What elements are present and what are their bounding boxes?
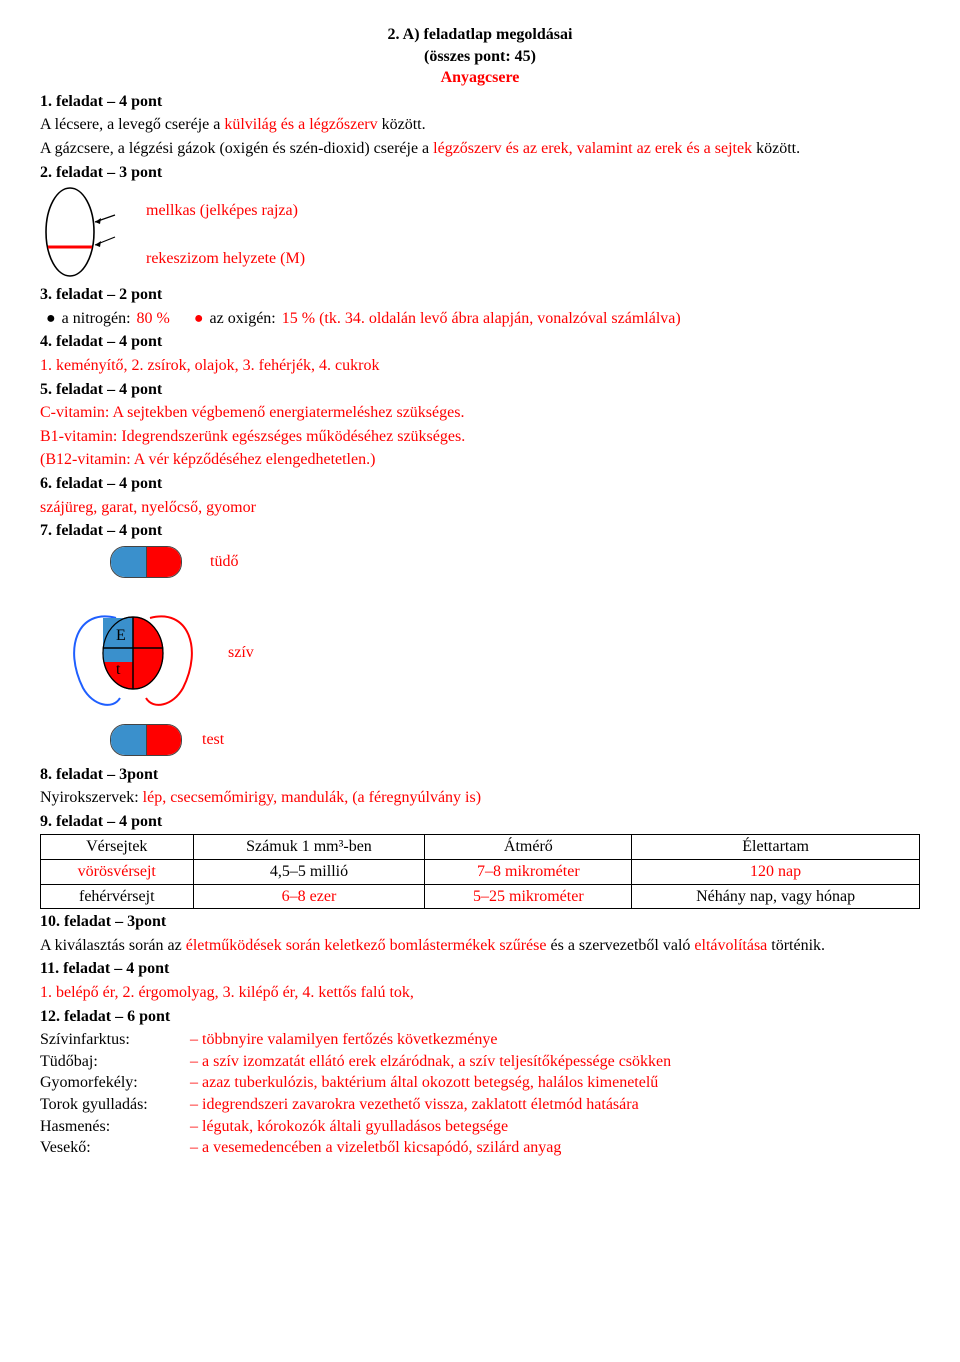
- task9-head: 9. feladat – 4 pont: [40, 813, 162, 830]
- t1-l1c: között.: [378, 116, 426, 133]
- t1-l2b: légzőszerv és az erek, valamint az erek …: [433, 140, 752, 157]
- tudo-label: tüdő: [210, 551, 238, 573]
- cell: Néhány nap, vagy hónap: [632, 884, 920, 909]
- cell: 120 nap: [632, 860, 920, 885]
- mellkas-label: mellkas (jelképes rajza): [146, 200, 305, 222]
- t12-def: – a vesemedencében a vizeletből kicsapód…: [190, 1137, 561, 1159]
- t3-nitro-a: a nitrogén:: [62, 308, 131, 330]
- t3-oxi-a: az oxigén:: [210, 308, 276, 330]
- t12-def: – idegrendszeri zavarokra vezethető viss…: [190, 1094, 639, 1116]
- t12-term: Hasmenés:: [40, 1116, 170, 1138]
- t12-def: – légutak, kórokozók általi gyulladásos …: [190, 1116, 508, 1138]
- t12-term: Vesekő:: [40, 1137, 170, 1159]
- t3-nitro-b: 80 %: [137, 308, 170, 330]
- task6-head: 6. feladat – 4 pont: [40, 475, 162, 492]
- mellkas-diagram: [40, 187, 130, 282]
- t8-b: lép, csecsemőmirigy, mandulák, (a féregn…: [143, 789, 481, 806]
- cell: 4,5–5 millió: [193, 860, 425, 885]
- t1-l2a: A gázcsere, a légzési gázok (oxigén és s…: [40, 140, 433, 157]
- t1-l1a: A lécsere, a levegő cseréje a: [40, 116, 224, 133]
- bullet-icon: ●: [46, 308, 56, 330]
- page-title: 2. A) feladatlap megoldásai: [40, 24, 920, 46]
- svg-text:t: t: [116, 661, 121, 678]
- svg-text:E: E: [116, 627, 126, 644]
- t8-a: Nyirokszervek:: [40, 789, 143, 806]
- task7-head: 7. feladat – 4 pont: [40, 522, 162, 539]
- cell: fehérvérsejt: [41, 884, 194, 909]
- t6-line: szájüreg, garat, nyelőcső, gyomor: [40, 497, 920, 519]
- t12-term: Szívinfarktus:: [40, 1029, 170, 1051]
- t12-term: Tüdőbaj:: [40, 1051, 170, 1073]
- t12-term: Torok gyulladás:: [40, 1094, 170, 1116]
- t1-l2c: között.: [752, 140, 800, 157]
- t5-c: C-vitamin: A sejtekben végbemenő energia…: [40, 402, 920, 424]
- sziv-diagram: E t: [58, 588, 208, 718]
- t10-d: eltávolítása: [694, 937, 767, 954]
- test-label: test: [202, 729, 224, 751]
- t5-b12: (B12-vitamin: A vér képződéséhez elenged…: [40, 449, 920, 471]
- test-diagram: [110, 724, 182, 756]
- bullet-icon: ●: [194, 308, 204, 330]
- task8-head: 8. feladat – 3pont: [40, 766, 158, 783]
- task4-head: 4. feladat – 4 pont: [40, 333, 162, 350]
- task10-head: 10. feladat – 3pont: [40, 913, 166, 930]
- t1-l1b: külvilág és a légzőszerv: [224, 116, 377, 133]
- table-row: vörösvérsejt 4,5–5 millió 7–8 mikrométer…: [41, 860, 920, 885]
- table-header: Élettartam: [632, 835, 920, 860]
- task5-head: 5. feladat – 4 pont: [40, 381, 162, 398]
- task11-head: 11. feladat – 4 pont: [40, 960, 169, 977]
- t10-a: A kiválasztás során az: [40, 937, 186, 954]
- t12-def: – azaz tuberkulózis, baktérium által oko…: [190, 1072, 658, 1094]
- cell: 7–8 mikrométer: [425, 860, 632, 885]
- page-subtitle: (összes pont: 45): [40, 46, 920, 68]
- cell: vörösvérsejt: [41, 860, 194, 885]
- table-row: fehérvérsejt 6–8 ezer 5–25 mikrométer Né…: [41, 884, 920, 909]
- cell: 6–8 ezer: [193, 884, 425, 909]
- t3-oxi-b: 15 % (tk. 34. oldalán levő ábra alapján,…: [282, 308, 681, 330]
- topic: Anyagcsere: [40, 67, 920, 89]
- t10-c: és a szervezetből való: [546, 937, 694, 954]
- t10-e: történik.: [767, 937, 825, 954]
- task3-head: 3. feladat – 2 pont: [40, 286, 162, 303]
- t12-def: – a szív izomzatát ellátó erek elzáródna…: [190, 1051, 671, 1073]
- t12-term: Gyomorfekély:: [40, 1072, 170, 1094]
- task1-head: 1. feladat – 4 pont: [40, 93, 162, 110]
- cell: 5–25 mikrométer: [425, 884, 632, 909]
- table-header: Számuk 1 mm³-ben: [193, 835, 425, 860]
- task12-head: 12. feladat – 6 pont: [40, 1008, 170, 1025]
- sziv-label: szív: [228, 642, 254, 664]
- tudo-diagram: [110, 546, 182, 578]
- table-header: Vérsejtek: [41, 835, 194, 860]
- t5-b1: B1-vitamin: Idegrendszerünk egészséges m…: [40, 426, 920, 448]
- t11-line: 1. belépő ér, 2. érgomolyag, 3. kilépő é…: [40, 982, 920, 1004]
- versejt-table: Vérsejtek Számuk 1 mm³-ben Átmérő Életta…: [40, 834, 920, 909]
- task2-head: 2. feladat – 3 pont: [40, 164, 162, 181]
- t4-line: 1. keményítő, 2. zsírok, olajok, 3. fehé…: [40, 355, 920, 377]
- t10-b: életműködések során keletkező bomlásterm…: [186, 937, 547, 954]
- t12-def: – többnyire valamilyen fertőzés következ…: [190, 1029, 497, 1051]
- table-header: Átmérő: [425, 835, 632, 860]
- rekeszizom-label: rekeszizom helyzete (M): [146, 248, 305, 270]
